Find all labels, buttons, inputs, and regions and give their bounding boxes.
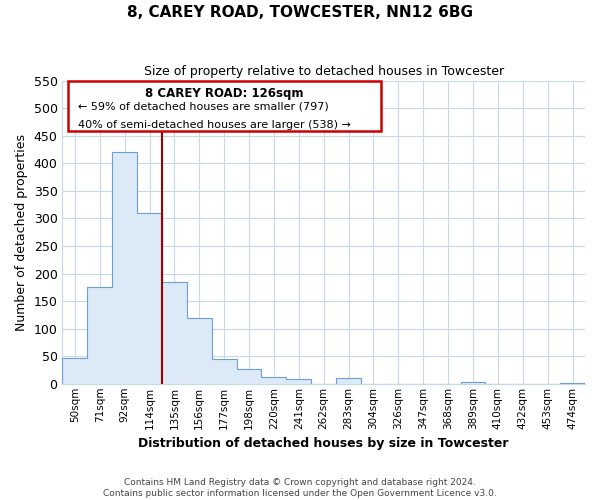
X-axis label: Distribution of detached houses by size in Towcester: Distribution of detached houses by size … <box>139 437 509 450</box>
Text: 40% of semi-detached houses are larger (538) →: 40% of semi-detached houses are larger (… <box>78 120 351 130</box>
Text: Contains HM Land Registry data © Crown copyright and database right 2024.
Contai: Contains HM Land Registry data © Crown c… <box>103 478 497 498</box>
Y-axis label: Number of detached properties: Number of detached properties <box>15 134 28 330</box>
Text: 8 CAREY ROAD: 126sqm: 8 CAREY ROAD: 126sqm <box>145 86 304 100</box>
Text: ← 59% of detached houses are smaller (797): ← 59% of detached houses are smaller (79… <box>78 102 329 112</box>
Text: 8, CAREY ROAD, TOWCESTER, NN12 6BG: 8, CAREY ROAD, TOWCESTER, NN12 6BG <box>127 5 473 20</box>
Title: Size of property relative to detached houses in Towcester: Size of property relative to detached ho… <box>143 65 504 78</box>
FancyBboxPatch shape <box>68 80 381 130</box>
